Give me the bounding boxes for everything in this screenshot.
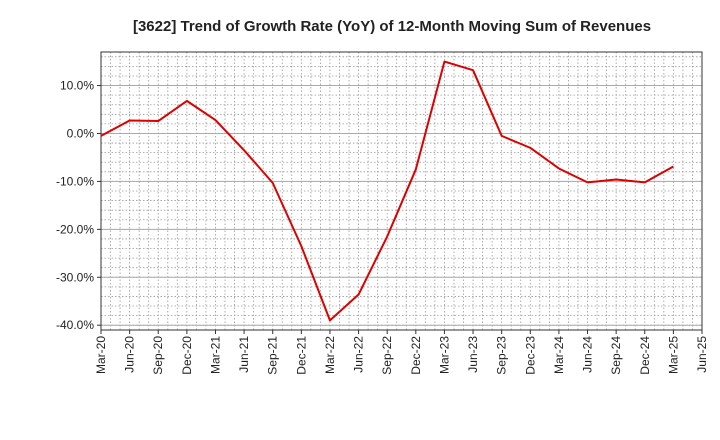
x-tick-label: Mar-25 bbox=[666, 336, 680, 374]
x-tick-label: Sep-23 bbox=[495, 336, 509, 375]
x-tick-label: Jun-25 bbox=[695, 336, 709, 373]
x-tick-label: Dec-22 bbox=[409, 336, 423, 375]
x-tick-label: Sep-24 bbox=[609, 336, 623, 375]
x-tick-label: Mar-21 bbox=[208, 336, 222, 374]
x-tick-label: Jun-20 bbox=[123, 336, 137, 373]
x-axis: Mar-20 Jun-20 Sep-20 Dec-20 Mar-21 Jun-21 Sep-… bbox=[94, 330, 709, 375]
x-tick-label: Jun-24 bbox=[581, 336, 595, 373]
x-tick-label: Mar-20 bbox=[94, 336, 108, 374]
x-tick-label: Sep-21 bbox=[266, 336, 280, 375]
x-tick-label: Jun-21 bbox=[237, 336, 251, 373]
x-tick-label: Sep-22 bbox=[380, 336, 394, 375]
x-tick-label: Jun-22 bbox=[352, 336, 366, 373]
x-tick-label: Dec-20 bbox=[180, 336, 194, 375]
y-tick-label: -30.0% bbox=[56, 270, 94, 284]
plot-frame bbox=[100, 51, 703, 331]
x-tick-label: Mar-22 bbox=[323, 336, 337, 374]
y-tick-label: -10.0% bbox=[56, 174, 94, 188]
x-tick-label: Dec-24 bbox=[638, 336, 652, 375]
y-axis: 10.0% 0.0% -10.0% -20.0% -30.0% -40.0% bbox=[56, 79, 101, 332]
x-tick-label: Sep-20 bbox=[151, 336, 165, 375]
x-tick-label: Mar-24 bbox=[552, 336, 566, 374]
y-tick-label: 0.0% bbox=[67, 126, 95, 140]
x-tick-label: Dec-23 bbox=[523, 336, 537, 375]
x-tick-label: Mar-23 bbox=[437, 336, 451, 374]
y-tick-label: 10.0% bbox=[60, 79, 94, 93]
chart-title: [3622] Trend of Growth Rate (YoY) of 12-… bbox=[133, 18, 651, 35]
x-tick-label: Dec-21 bbox=[294, 336, 308, 375]
y-tick-label: -40.0% bbox=[56, 318, 94, 332]
y-tick-label: -20.0% bbox=[56, 222, 94, 236]
series-line bbox=[100, 60, 674, 322]
x-tick-label: Jun-23 bbox=[466, 336, 480, 373]
grid bbox=[100, 52, 703, 330]
